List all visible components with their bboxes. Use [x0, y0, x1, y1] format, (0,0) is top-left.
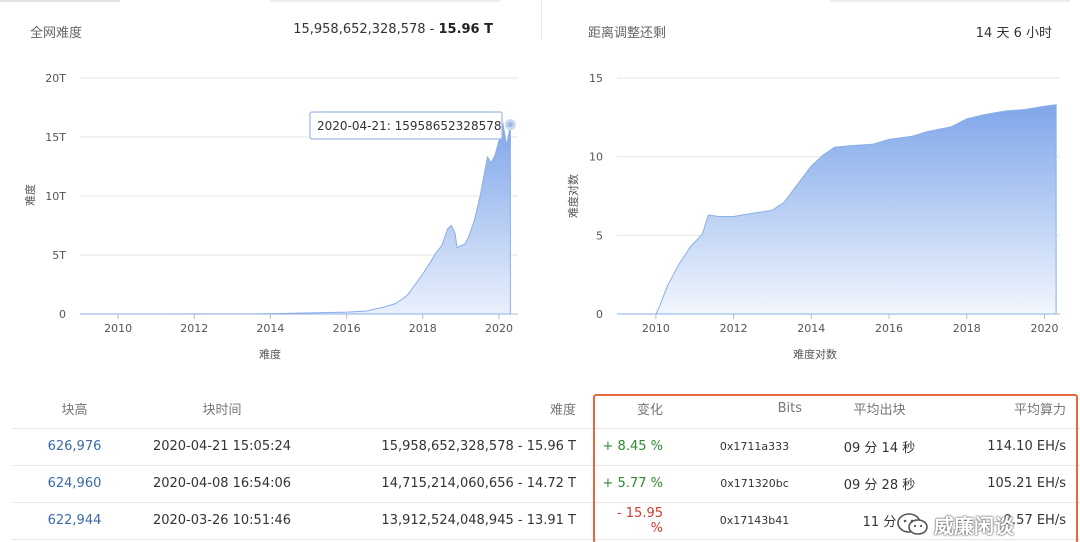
difficulty-area-series	[79, 122, 511, 315]
x-tick-label: 2012	[720, 322, 748, 335]
header-time[interactable]: 块时间	[137, 390, 307, 429]
bits-value: 0x171320bc	[687, 465, 822, 503]
watermark-text: 威廉闲谈	[934, 514, 1014, 538]
table-row: 626,976 2020-04-21 15:05:24 15,958,652,3…	[12, 428, 1080, 466]
table-header-row: 块高 块时间 难度 变化 Bits 平均出块 平均算力	[12, 390, 1080, 429]
y-tick-label: 5T	[52, 249, 66, 262]
difficulty-y-axis-label: 难度	[23, 184, 37, 206]
difficulty-value: 13,912,524,048,945 - 13.91 T	[307, 502, 602, 540]
block-time: 2020-04-21 15:05:24	[137, 428, 307, 466]
difficulty-log-x-axis-label: 难度对数	[793, 347, 837, 361]
top-divider-right	[830, 0, 1070, 2]
block-time: 2020-04-08 16:54:06	[137, 465, 307, 503]
header-change[interactable]: 变化	[602, 390, 687, 429]
x-tick-label: 2014	[256, 322, 284, 335]
block-height-link[interactable]: 626,976	[47, 439, 102, 454]
y-tick-label: 0	[59, 308, 66, 321]
x-tick-label: 2010	[642, 322, 670, 335]
y-tick-label: 10	[589, 151, 603, 164]
network-difficulty-value: 15,958,652,328,578 - 15.96 T	[293, 22, 493, 37]
difficulty-x-axis-label: 难度	[259, 347, 281, 361]
y-tick-label: 20T	[45, 72, 66, 85]
x-tick-label: 2020	[1030, 322, 1058, 335]
tooltip-text: 2020-04-21: 15958652328578	[317, 119, 501, 133]
x-tick-label: 2016	[333, 322, 361, 335]
avg-block-time: 09 分 14 秒	[822, 428, 937, 466]
avg-hashrate: 105.21 EH/s	[937, 465, 1080, 503]
x-tick-label: 2016	[875, 322, 903, 335]
panel-divider	[541, 0, 542, 40]
tooltip-marker	[504, 119, 516, 131]
block-height-link[interactable]: 622,944	[47, 513, 102, 528]
x-tick-label: 2020	[485, 322, 513, 335]
adjustment-remaining-label: 距离调整还剩	[588, 26, 667, 41]
adjustment-remaining-value: 14 天 6 小时	[975, 26, 1052, 41]
x-tick-label: 2018	[953, 322, 981, 335]
y-tick-label: 15	[589, 72, 603, 85]
change-value: + 5.77 %	[602, 465, 687, 503]
difficulty-chart[interactable]: 2010 2012 2014 2016 2018 2020 0 5T 10T 15T 20T 难度…	[0, 0, 540, 380]
header-bits[interactable]: Bits	[687, 390, 822, 429]
header-avg-hash[interactable]: 平均算力	[937, 390, 1080, 429]
difficulty-log-chart[interactable]: 2010 2012 2014 2016 2018 2020 0 5 10 15 难度对数 难度对…	[540, 0, 1080, 380]
header-difficulty[interactable]: 难度	[307, 390, 602, 429]
change-value: + 8.45 %	[602, 428, 687, 466]
avg-block-time: 09 分 28 秒	[822, 465, 937, 503]
bits-value: 0x17143b41	[687, 502, 822, 540]
wechat-icon	[897, 513, 928, 535]
table-row: 622,944 2020-03-26 10:51:46 13,912,524,0…	[12, 502, 1080, 540]
difficulty-log-area-series	[617, 104, 1057, 315]
x-tick-label: 2012	[180, 322, 208, 335]
difficulty-table: 块高 块时间 难度 变化 Bits 平均出块 平均算力 626,976 2020…	[12, 390, 1080, 540]
table-row: 624,960 2020-04-08 16:54:06 14,715,214,0…	[12, 465, 1080, 503]
tooltip-box	[309, 111, 503, 140]
block-height-link[interactable]: 624,960	[47, 476, 102, 491]
bits-value: 0x1711a333	[687, 428, 822, 466]
network-difficulty-label: 全网难度	[30, 26, 83, 41]
difficulty-log-y-axis-label: 难度对数	[566, 174, 580, 218]
x-tick-label: 2010	[104, 322, 132, 335]
difficulty-value: 15,958,652,328,578 - 15.96 T	[307, 428, 602, 466]
y-tick-label: 10T	[45, 190, 66, 203]
x-tick-label: 2014	[797, 322, 825, 335]
y-tick-label: 15T	[45, 131, 66, 144]
avg-hashrate: 9.57 EH/s	[937, 502, 1080, 540]
header-height[interactable]: 块高	[12, 390, 137, 429]
difficulty-value: 14,715,214,060,656 - 14.72 T	[307, 465, 602, 503]
x-tick-label: 2018	[409, 322, 437, 335]
top-divider-left	[0, 0, 120, 2]
block-time: 2020-03-26 10:51:46	[137, 502, 307, 540]
avg-hashrate: 114.10 EH/s	[937, 428, 1080, 466]
header-avg-block[interactable]: 平均出块	[822, 390, 937, 429]
y-tick-label: 0	[596, 308, 603, 321]
change-value: - 15.95 %	[602, 502, 687, 540]
top-divider-mid	[270, 0, 500, 2]
y-tick-label: 5	[596, 229, 603, 242]
